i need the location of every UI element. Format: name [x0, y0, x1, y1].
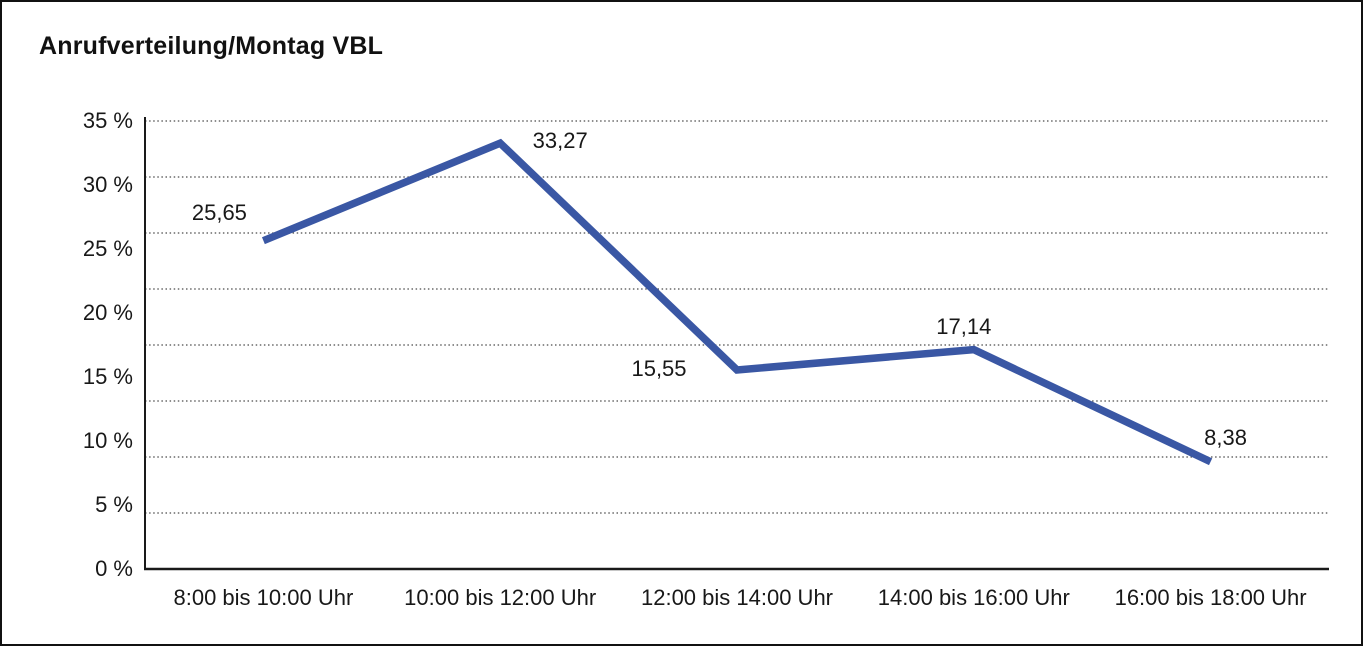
x-tick-label: 16:00 bis 18:00 Uhr [1114, 585, 1307, 610]
data-series-line [261, 138, 1213, 466]
x-tick-label: 12:00 bis 14:00 Uhr [640, 585, 834, 610]
y-tick-label: 0 % [95, 556, 133, 581]
x-tick-label: 10:00 bis 12:00 Uhr [404, 585, 597, 610]
y-tick-label: 15 % [82, 364, 133, 389]
data-point-label: 15,55 [631, 355, 687, 381]
y-tick-label: 30 % [82, 172, 133, 197]
x-tick-label: 8:00 bis 10:00 Uhr [173, 585, 354, 610]
y-tick-label: 5 % [95, 492, 133, 517]
y-tick-label: 10 % [82, 428, 133, 453]
data-point-label: 33,27 [532, 128, 588, 154]
data-point-label: 17,14 [936, 313, 992, 339]
data-point-label: 25,65 [191, 199, 247, 225]
chart-title: Anrufverteilung/Montag VBL [39, 32, 384, 60]
data-point-label: 8,38 [1204, 424, 1248, 450]
y-tick-label: 20 % [82, 300, 133, 325]
y-tick-label: 25 % [82, 236, 133, 261]
x-tick-label: 14:00 bis 16:00 Uhr [877, 585, 1070, 610]
y-tick-label: 35 % [82, 108, 133, 133]
